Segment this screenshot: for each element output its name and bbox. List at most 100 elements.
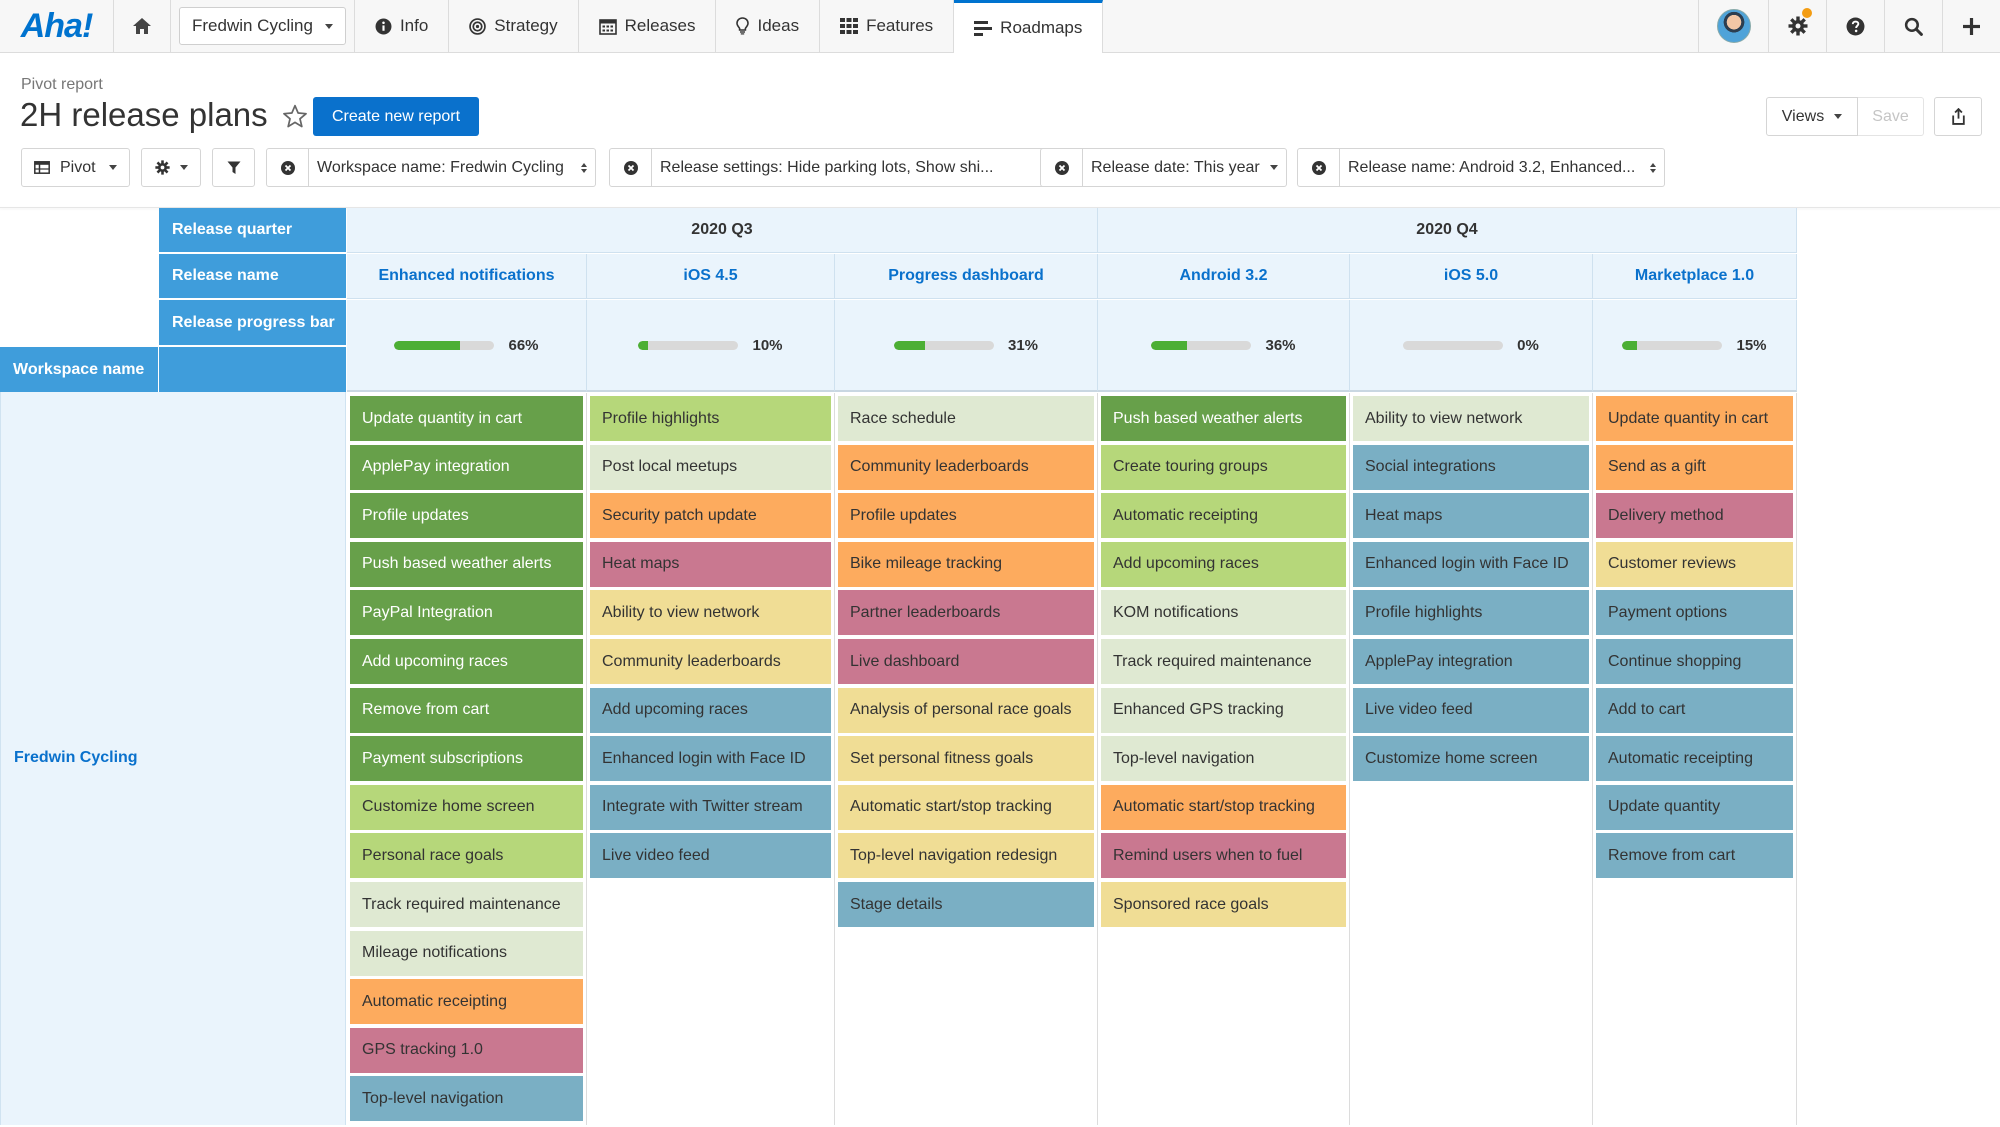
feature-card[interactable]: Enhanced login with Face ID <box>590 736 831 782</box>
remove-filter-button[interactable] <box>1040 148 1083 187</box>
feature-card[interactable]: Automatic receipting <box>350 979 583 1025</box>
feature-card[interactable]: Add upcoming races <box>1101 541 1346 587</box>
feature-card[interactable]: Profile updates <box>838 493 1094 539</box>
feature-card[interactable]: Live video feed <box>590 833 831 879</box>
feature-card[interactable]: Personal race goals <box>350 833 583 879</box>
feature-card[interactable]: Update quantity in cart <box>1596 396 1793 441</box>
feature-card[interactable]: KOM notifications <box>1101 590 1346 636</box>
feature-card[interactable]: GPS tracking 1.0 <box>350 1027 583 1073</box>
feature-card[interactable]: Payment subscriptions <box>350 736 583 782</box>
remove-filter-button[interactable] <box>609 148 652 187</box>
feature-card[interactable]: Profile highlights <box>1353 590 1589 636</box>
create-new-report-button[interactable]: Create new report <box>313 97 479 136</box>
feature-card[interactable]: Push based weather alerts <box>350 541 583 587</box>
filter-release-settings-select[interactable]: Release settings: Hide parking lots, Sho… <box>652 148 1070 187</box>
feature-card[interactable]: Customize home screen <box>1353 736 1589 782</box>
feature-card[interactable]: Heat maps <box>1353 493 1589 539</box>
feature-card[interactable]: Enhanced GPS tracking <box>1101 687 1346 733</box>
feature-card[interactable]: Automatic start/stop tracking <box>1101 784 1346 830</box>
feature-card[interactable]: Add upcoming races <box>350 639 583 684</box>
feature-card[interactable]: Continue shopping <box>1596 639 1793 684</box>
filter-release-name-select[interactable]: Release name: Android 3.2, Enhanced... <box>1340 148 1665 187</box>
nav-strategy[interactable]: Strategy <box>449 0 579 52</box>
release-name-header[interactable]: iOS 4.5 <box>587 254 835 299</box>
feature-card[interactable]: Community leaderboards <box>590 639 831 684</box>
pivot-type-button[interactable]: Pivot <box>21 148 130 187</box>
feature-card[interactable]: Partner leaderboards <box>838 590 1094 636</box>
nav-features[interactable]: Features <box>820 0 955 52</box>
nav-ideas[interactable]: Ideas <box>716 0 821 52</box>
feature-card[interactable]: Remind users when to fuel <box>1101 833 1346 879</box>
feature-card[interactable]: Remove from cart <box>1596 833 1793 879</box>
home-button[interactable] <box>114 0 171 52</box>
feature-card[interactable]: Remove from cart <box>350 687 583 733</box>
feature-card[interactable]: Customer reviews <box>1596 541 1793 587</box>
feature-card[interactable]: Automatic receipting <box>1101 493 1346 539</box>
feature-card[interactable]: Top-level navigation <box>1101 736 1346 782</box>
feature-card[interactable]: Ability to view network <box>590 590 831 636</box>
feature-card[interactable]: Track required maintenance <box>1101 639 1346 684</box>
help-button[interactable] <box>1826 0 1884 52</box>
feature-card[interactable]: Enhanced login with Face ID <box>1353 541 1589 587</box>
filter-release-date-select[interactable]: Release date: This year <box>1083 148 1287 187</box>
nav-info[interactable]: Info <box>355 0 450 52</box>
release-name-header[interactable]: Android 3.2 <box>1098 254 1350 299</box>
nav-releases[interactable]: Releases <box>579 0 717 52</box>
feature-card[interactable]: ApplePay integration <box>350 444 583 490</box>
feature-card[interactable]: Mileage notifications <box>350 930 583 976</box>
star-icon[interactable] <box>282 104 308 129</box>
nav-roadmaps[interactable]: Roadmaps <box>954 0 1104 53</box>
feature-card[interactable]: Sponsored race goals <box>1101 882 1346 927</box>
feature-card[interactable]: Add to cart <box>1596 687 1793 733</box>
feature-card[interactable]: Top-level navigation <box>350 1076 583 1122</box>
remove-filter-button[interactable] <box>266 148 309 187</box>
release-name-header[interactable]: Marketplace 1.0 <box>1593 254 1797 299</box>
feature-card[interactable]: Payment options <box>1596 590 1793 636</box>
add-button[interactable] <box>1942 0 2000 52</box>
feature-card[interactable]: Live video feed <box>1353 687 1589 733</box>
feature-card[interactable]: ApplePay integration <box>1353 639 1589 684</box>
feature-card[interactable]: Create touring groups <box>1101 444 1346 490</box>
feature-card[interactable]: Add upcoming races <box>590 687 831 733</box>
feature-card[interactable]: Security patch update <box>590 493 831 539</box>
feature-card[interactable]: Customize home screen <box>350 784 583 830</box>
feature-card[interactable]: Post local meetups <box>590 444 831 490</box>
remove-filter-button[interactable] <box>1297 148 1340 187</box>
feature-card[interactable]: Profile updates <box>350 493 583 539</box>
workspace-row-label[interactable]: Fredwin Cycling <box>14 749 138 766</box>
feature-card[interactable]: Stage details <box>838 882 1094 927</box>
workspace-select[interactable]: Fredwin Cycling <box>179 7 346 45</box>
report-settings-button[interactable] <box>141 148 201 187</box>
feature-card[interactable]: Analysis of personal race goals <box>838 687 1094 733</box>
export-button[interactable] <box>1934 97 1982 136</box>
feature-card[interactable]: Top-level navigation redesign <box>838 833 1094 879</box>
feature-card[interactable]: Bike mileage tracking <box>838 541 1094 587</box>
save-button[interactable]: Save <box>1858 97 1924 136</box>
feature-card[interactable]: Race schedule <box>838 396 1094 441</box>
views-button[interactable]: Views <box>1766 97 1858 136</box>
feature-card[interactable]: Push based weather alerts <box>1101 396 1346 441</box>
feature-card[interactable]: Update quantity in cart <box>350 396 583 441</box>
aha-logo[interactable]: Aha! <box>0 0 114 52</box>
user-menu-button[interactable] <box>1698 0 1768 52</box>
feature-card[interactable]: Ability to view network <box>1353 396 1589 441</box>
feature-card[interactable]: Delivery method <box>1596 493 1793 539</box>
feature-card[interactable]: Send as a gift <box>1596 444 1793 490</box>
filter-workspace-select[interactable]: Workspace name: Fredwin Cycling <box>309 148 596 187</box>
feature-card[interactable]: Track required maintenance <box>350 882 583 927</box>
feature-card[interactable]: Live dashboard <box>838 639 1094 684</box>
feature-card[interactable]: Automatic receipting <box>1596 736 1793 782</box>
feature-card[interactable]: PayPal Integration <box>350 590 583 636</box>
release-name-header[interactable]: Enhanced notifications <box>347 254 587 299</box>
feature-card[interactable]: Integrate with Twitter stream <box>590 784 831 830</box>
feature-card[interactable]: Heat maps <box>590 541 831 587</box>
release-name-header[interactable]: iOS 5.0 <box>1350 254 1593 299</box>
feature-card[interactable]: Update quantity <box>1596 784 1793 830</box>
feature-card[interactable]: Community leaderboards <box>838 444 1094 490</box>
search-button[interactable] <box>1884 0 1942 52</box>
settings-button[interactable] <box>1768 0 1826 52</box>
feature-card[interactable]: Social integrations <box>1353 444 1589 490</box>
feature-card[interactable]: Automatic start/stop tracking <box>838 784 1094 830</box>
release-name-header[interactable]: Progress dashboard <box>835 254 1098 299</box>
add-filter-button[interactable] <box>212 148 255 187</box>
